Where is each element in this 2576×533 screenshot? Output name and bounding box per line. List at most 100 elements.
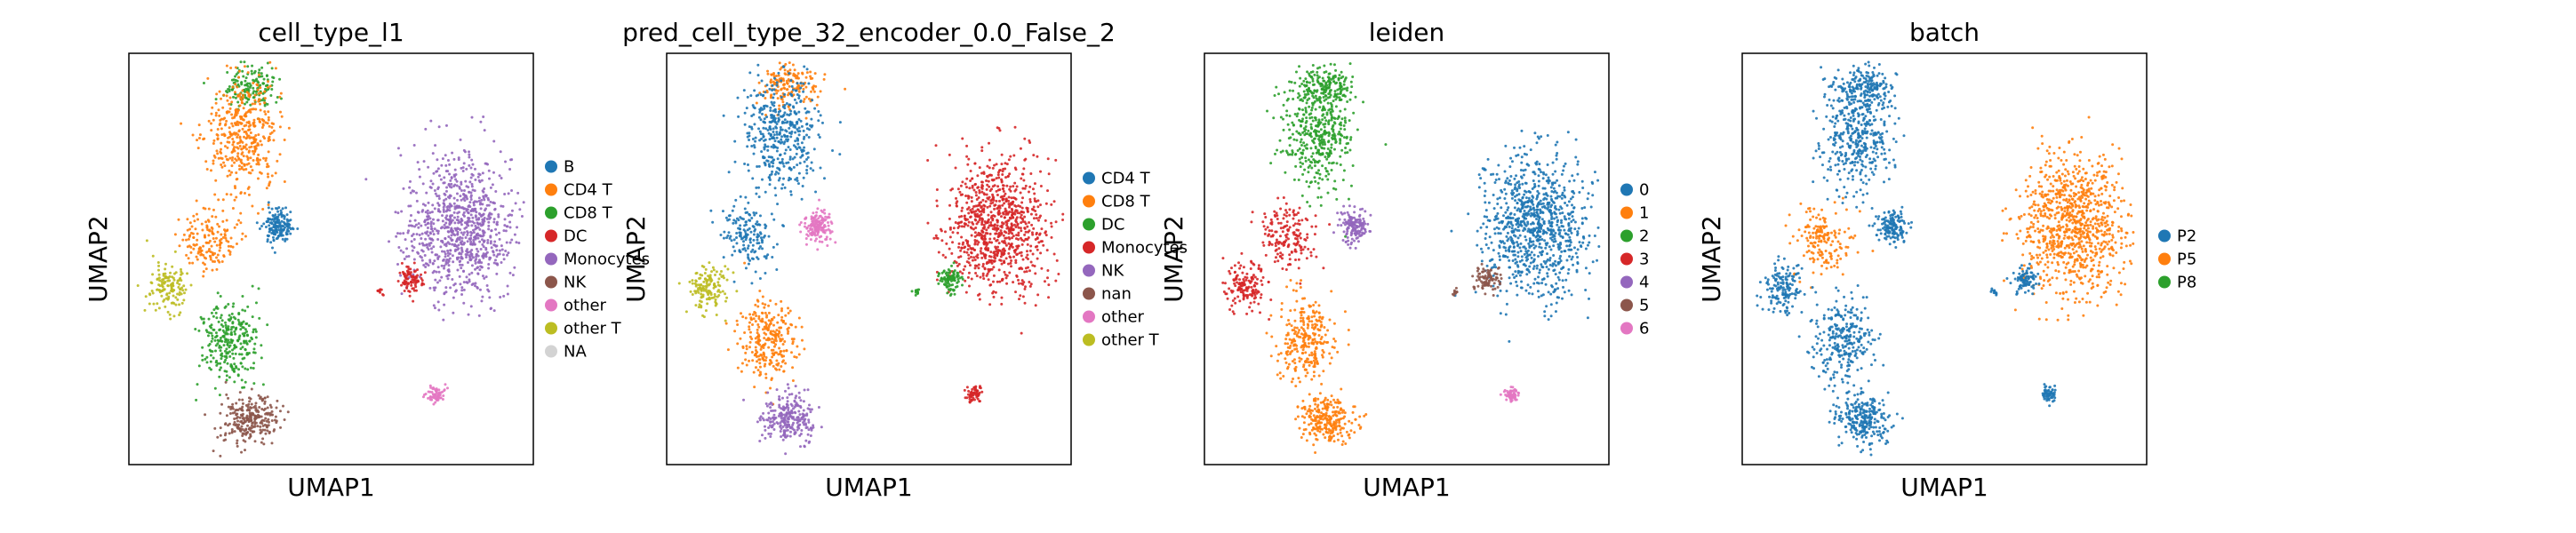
scatter-point (723, 230, 726, 234)
scatter-point (263, 407, 267, 410)
scatter-point (709, 209, 713, 212)
scatter-point (786, 396, 789, 400)
scatter-point (242, 96, 245, 99)
scatter-point (225, 356, 228, 360)
scatter-point (406, 271, 410, 274)
scatter-point (1000, 262, 1004, 266)
scatter-point (492, 253, 496, 257)
scatter-point (937, 251, 940, 254)
scatter-point (800, 124, 804, 128)
scatter-point (780, 157, 784, 161)
scatter-point (739, 337, 742, 340)
scatter-point (260, 75, 264, 78)
scatter-point (955, 196, 958, 200)
scatter-point (231, 116, 235, 120)
scatter-point (228, 341, 231, 345)
scatter-point (170, 288, 173, 291)
scatter-point (989, 202, 993, 205)
scatter-point (517, 242, 521, 245)
scatter-point (799, 155, 803, 159)
scatter-point (771, 84, 774, 87)
scatter-point (219, 294, 222, 298)
scatter-point (251, 102, 254, 106)
scatter-point (163, 288, 166, 291)
umap-panel: pred_cell_type_32_encoder_0.0_False_2UMA… (621, 18, 1188, 502)
scatter-point (232, 370, 236, 373)
scatter-point (507, 192, 510, 195)
scatter-point (809, 77, 812, 81)
scatter-point (993, 237, 996, 241)
scatter-point (818, 136, 821, 139)
scatter-point (973, 258, 977, 261)
scatter-point (223, 349, 227, 353)
scatter-point (236, 147, 240, 150)
scatter-point (781, 224, 785, 227)
scatter-point (223, 145, 227, 148)
scatter-point (1012, 154, 1016, 157)
scatter-point (280, 219, 284, 223)
scatter-point (212, 208, 215, 211)
scatter-point (465, 221, 468, 225)
scatter-point (260, 66, 264, 69)
scatter-point (782, 429, 786, 433)
scatter-point (743, 207, 747, 211)
scatter-point (228, 412, 232, 416)
scatter-point (257, 91, 260, 95)
scatter-point (1046, 157, 1050, 161)
scatter-point (486, 196, 490, 200)
scatter-point (805, 133, 809, 137)
scatter-point (789, 430, 793, 434)
scatter-point (241, 405, 244, 409)
scatter-point (204, 267, 208, 271)
scatter-point (963, 214, 966, 218)
scatter-point (994, 245, 997, 249)
scatter-point (773, 139, 777, 143)
scatter-point (1032, 217, 1036, 220)
scatter-point (805, 123, 809, 126)
scatter-point (240, 100, 244, 104)
scatter-point (445, 186, 449, 189)
scatter-point (781, 105, 785, 108)
scatter-point (760, 434, 764, 437)
scatter-point (798, 162, 802, 165)
scatter-point (510, 158, 514, 162)
scatter-point (1011, 209, 1014, 212)
scatter-point (818, 198, 821, 202)
scatter-point (805, 71, 809, 75)
legend-marker (545, 183, 557, 196)
scatter-point (797, 426, 801, 430)
scatter-point (988, 141, 991, 145)
scatter-point (740, 312, 743, 315)
scatter-point (984, 231, 988, 235)
scatter-point (236, 444, 239, 448)
scatter-point (1017, 231, 1020, 235)
scatter-point (786, 135, 789, 139)
scatter-point (771, 120, 774, 123)
scatter-point (448, 243, 452, 246)
scatter-point (970, 255, 972, 259)
scatter-point (987, 218, 990, 221)
scatter-point (219, 362, 222, 365)
scatter-point (996, 224, 999, 227)
scatter-point (281, 228, 284, 232)
scatter-point (244, 111, 248, 115)
scatter-point (1047, 296, 1051, 299)
scatter-point (275, 406, 278, 410)
scatter-point (984, 246, 988, 250)
scatter-point (444, 163, 448, 167)
scatter-point (414, 191, 418, 195)
scatter-point (227, 424, 230, 427)
scatter-point (259, 139, 262, 143)
scatter-point (263, 104, 267, 107)
scatter-point (247, 124, 251, 128)
scatter-point (758, 214, 762, 218)
scatter-point (237, 121, 241, 124)
scatter-point (273, 251, 276, 254)
scatter-point (763, 161, 766, 164)
scatter-point (234, 110, 237, 114)
scatter-point (264, 156, 268, 160)
scatter-point (748, 241, 752, 244)
scatter-point (999, 215, 1003, 219)
scatter-point (826, 243, 829, 247)
